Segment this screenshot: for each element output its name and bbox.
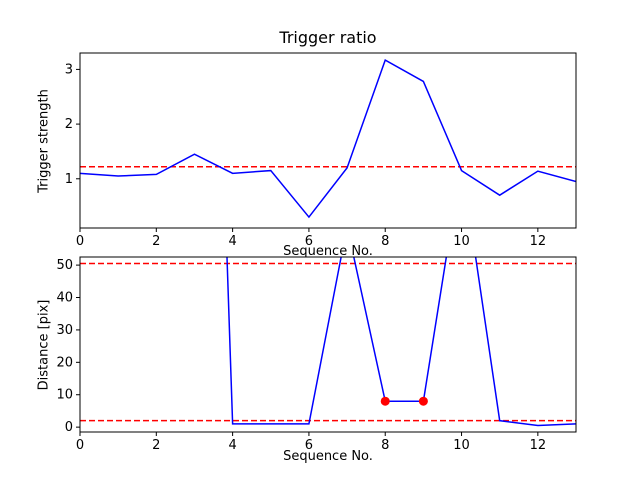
axes-background — [80, 53, 576, 228]
axes-spines — [79, 52, 577, 229]
data-line — [226, 257, 576, 427]
chart-title: Trigger ratio — [279, 28, 377, 47]
x-tick-label: 8 — [381, 438, 389, 453]
data-line — [80, 59, 576, 219]
data-marker — [380, 396, 390, 406]
y-tick-label: 50 — [56, 258, 73, 273]
y-tick-label: 40 — [56, 291, 73, 306]
x-tick-label: 12 — [530, 438, 547, 453]
x-tick-label: 10 — [453, 234, 470, 249]
y-tick-label: 30 — [56, 323, 73, 338]
x-tick-label: 4 — [228, 438, 236, 453]
x-tick-label: 12 — [530, 234, 547, 249]
y-tick-label: 10 — [56, 388, 73, 403]
x-tick-label: 2 — [152, 234, 160, 249]
x-tick-label: 2 — [152, 438, 160, 453]
y-tick-label: 2 — [65, 117, 73, 132]
top-xaxis-label: Sequence No. — [283, 244, 373, 259]
x-tick-label: 0 — [76, 234, 84, 249]
top-yaxis-label: Trigger strength — [36, 89, 52, 193]
x-tick-label: 10 — [453, 438, 470, 453]
y-tick-label: 1 — [65, 172, 73, 187]
data-marker — [418, 396, 428, 406]
x-tick-label: 4 — [228, 234, 236, 249]
x-tick-label: 0 — [76, 438, 84, 453]
bottom-yaxis-label: Distance [pix] — [36, 299, 52, 391]
axes-background — [80, 257, 576, 432]
bottom-xaxis-label: Sequence No. — [283, 449, 373, 464]
axes-spines — [79, 256, 577, 433]
x-tick-label: 6 — [305, 234, 313, 249]
y-tick-label: 20 — [56, 355, 73, 370]
x-tick-label: 6 — [305, 438, 313, 453]
x-tick-label: 8 — [381, 234, 389, 249]
y-tick-label: 0 — [65, 420, 73, 435]
y-tick-label: 3 — [65, 62, 73, 77]
